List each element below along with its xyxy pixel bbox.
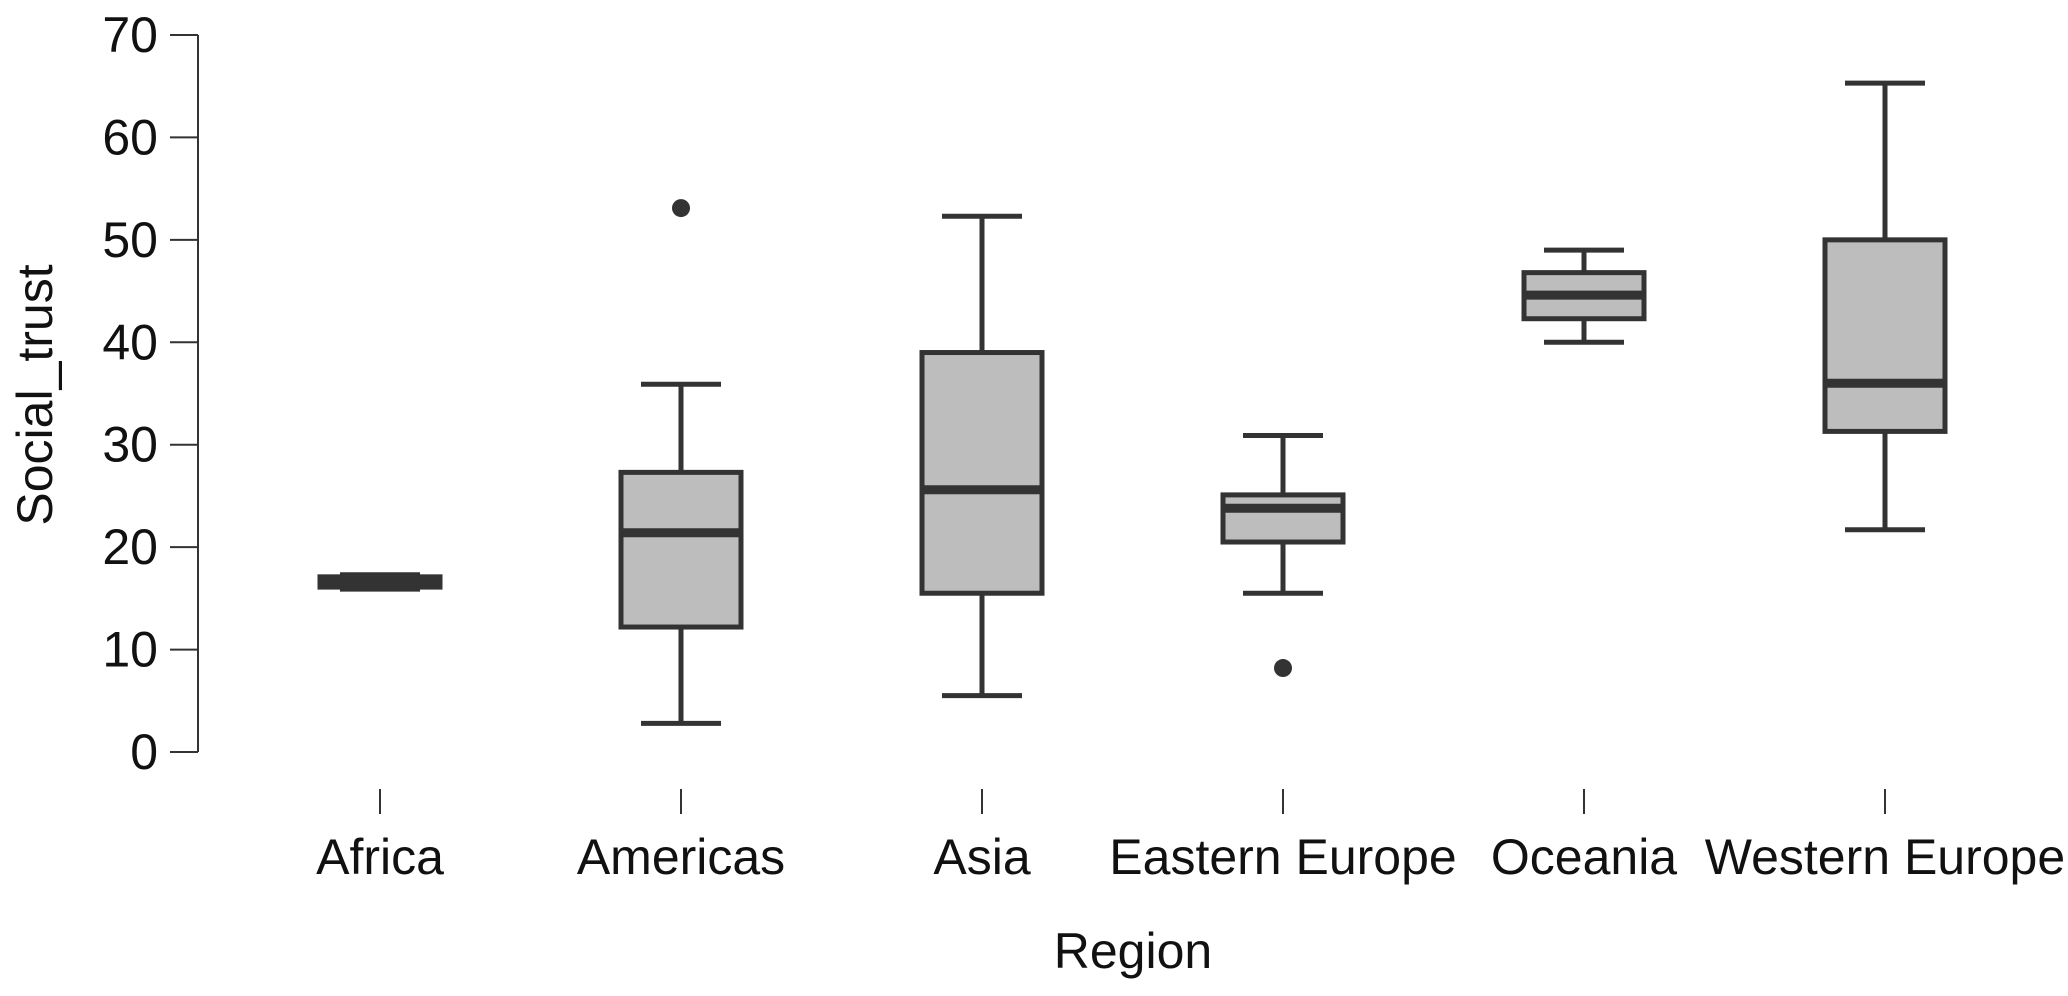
x-tick-label: Western Europe <box>1705 829 2065 885</box>
x-tick-label: Oceania <box>1491 829 1677 885</box>
y-axis: 0 10 20 30 40 50 60 70 <box>102 7 199 780</box>
y-tick-label: 50 <box>102 212 158 268</box>
y-tick-label: 0 <box>130 724 158 780</box>
box-americas <box>618 199 744 726</box>
x-tick-label: Americas <box>577 829 785 885</box>
iqr-box <box>919 350 1045 596</box>
box-eastern-europe <box>1220 432 1346 678</box>
y-tick-label: 10 <box>102 622 158 678</box>
outlier-point <box>672 199 690 218</box>
y-tick-label: 30 <box>102 417 158 473</box>
x-axis-title: Region <box>1054 923 1212 979</box>
box-africa <box>317 572 443 592</box>
y-tick-label: 40 <box>102 314 158 370</box>
box-oceania <box>1521 247 1647 345</box>
x-tick-label: Africa <box>316 829 444 885</box>
x-tick-label: Eastern Europe <box>1109 829 1456 885</box>
box-western-europe <box>1822 80 1948 533</box>
y-axis-title: Social_trust <box>7 264 63 525</box>
box-asia <box>919 213 1045 699</box>
outlier-point <box>1274 659 1292 678</box>
y-tick-label: 70 <box>102 7 158 63</box>
y-tick-label: 60 <box>102 109 158 165</box>
iqr-box <box>1220 492 1346 545</box>
x-tick-label: Asia <box>933 829 1030 885</box>
y-tick-label: 20 <box>102 519 158 575</box>
iqr-box <box>618 469 744 630</box>
x-axis: Africa Americas Asia Eastern Europe Oceania W… <box>316 789 2065 885</box>
box-series <box>317 80 1948 726</box>
iqr-box <box>1822 237 1948 434</box>
